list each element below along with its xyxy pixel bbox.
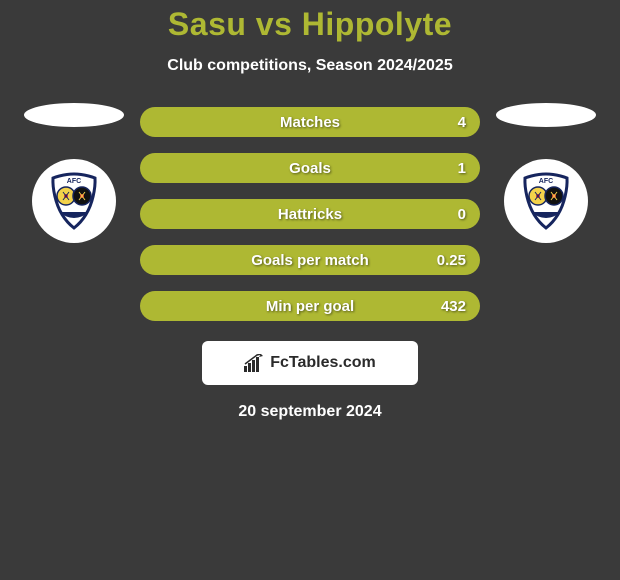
club-badge-right: AFC	[504, 159, 588, 243]
comparison-area: AFC Matches 4 Goals 1 Hattricks 0 Goals …	[0, 103, 620, 321]
stat-row-matches: Matches 4	[140, 107, 480, 137]
crest-abbrev: AFC	[67, 178, 81, 185]
stat-value: 1	[458, 160, 466, 177]
page-title: Sasu vs Hippolyte	[0, 6, 620, 43]
stat-label: Goals	[154, 160, 466, 177]
stat-label: Hattricks	[154, 206, 466, 223]
player-placeholder-right	[496, 103, 596, 127]
stat-row-goals-per-match: Goals per match 0.25	[140, 245, 480, 275]
date-label: 20 september 2024	[0, 403, 620, 421]
comparison-card: Sasu vs Hippolyte Club competitions, Sea…	[0, 0, 620, 421]
stat-label: Matches	[154, 114, 466, 131]
club-badge-left: AFC	[32, 159, 116, 243]
brand-badge[interactable]: FcTables.com	[202, 341, 418, 385]
club-crest-icon: AFC	[43, 170, 105, 232]
brand-text: FcTables.com	[270, 354, 376, 372]
right-player-col: AFC	[496, 103, 596, 243]
stat-value: 432	[441, 298, 466, 315]
chart-bars-icon	[244, 354, 266, 372]
player-placeholder-left	[24, 103, 124, 127]
stat-row-goals: Goals 1	[140, 153, 480, 183]
crest-abbrev: AFC	[539, 178, 553, 185]
left-player-col: AFC	[24, 103, 124, 243]
subtitle: Club competitions, Season 2024/2025	[0, 57, 620, 75]
stat-value: 4	[458, 114, 466, 131]
stat-label: Min per goal	[154, 298, 466, 315]
stat-row-min-per-goal: Min per goal 432	[140, 291, 480, 321]
club-crest-icon: AFC	[515, 170, 577, 232]
stat-value: 0	[458, 206, 466, 223]
stat-value: 0.25	[437, 252, 466, 269]
stat-label: Goals per match	[154, 252, 466, 269]
stats-list: Matches 4 Goals 1 Hattricks 0 Goals per …	[140, 103, 480, 321]
stat-row-hattricks: Hattricks 0	[140, 199, 480, 229]
